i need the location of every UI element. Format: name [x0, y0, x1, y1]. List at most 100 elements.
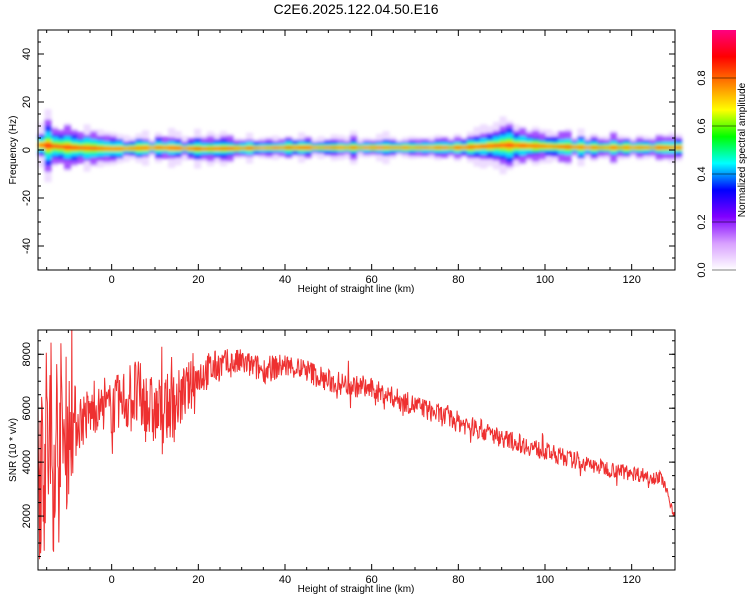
spectrogram-cell	[226, 147, 234, 150]
spectrogram-cell	[285, 146, 293, 149]
spectrogram-cell	[148, 147, 156, 149]
spectrogram-cell	[551, 145, 559, 148]
spectrogram-cell	[194, 147, 202, 151]
spectrogram-cell	[252, 147, 260, 149]
spectrogram-x-axis-label: Height of straight line (km)	[298, 284, 415, 295]
spectrogram-cell	[441, 146, 449, 149]
spectrogram-cell	[122, 147, 130, 150]
spectrogram-cell	[382, 146, 390, 149]
spectrogram-cell	[473, 145, 481, 148]
spectrogram-x-tick-label: 20	[192, 274, 204, 286]
snr-y-tick-label: 2000	[21, 504, 33, 528]
spectrogram-cell	[636, 146, 644, 149]
spectrogram-cell	[233, 147, 241, 150]
snr-frame	[37, 329, 676, 571]
spectrogram-cell	[402, 146, 410, 149]
spectrogram-cell	[330, 146, 338, 149]
spectrogram-cell	[655, 146, 663, 149]
spectrogram-cell	[168, 146, 176, 150]
snr-panel: 0 20 40 60 80 100 120 2000 4000 6000 8000 Height o…	[8, 329, 676, 595]
spectrogram-cell	[142, 146, 150, 149]
spectrogram-cell	[649, 146, 657, 149]
spectrogram-cell	[480, 144, 488, 148]
colorbar-ticks: 0.0 0.2 0.4 0.6 0.8	[696, 70, 736, 278]
snr-x-tick-label: 100	[536, 574, 554, 586]
spectrogram-y-tick-label: -40	[21, 238, 33, 254]
spectrogram-cell	[83, 146, 91, 150]
spectrogram-cell	[642, 146, 650, 149]
spectrogram-cell	[447, 146, 455, 149]
spectrogram-cell	[103, 147, 111, 150]
colorbar-tick-label: 0.6	[696, 118, 708, 133]
spectrogram-x-tick-label: 60	[366, 274, 378, 286]
spectrogram-cell	[363, 146, 371, 149]
spectrogram-cell	[610, 146, 618, 149]
spectrogram-cell	[38, 144, 46, 147]
snr-x-tick-label: 40	[279, 574, 291, 586]
spectrogram-cell	[590, 146, 598, 149]
snr-series-line	[38, 330, 675, 560]
spectrogram-cell	[597, 146, 605, 149]
spectrogram-cell	[77, 146, 85, 150]
spectrogram-cell	[96, 147, 104, 150]
spectrogram-cell	[376, 146, 384, 149]
spectrogram-cell	[525, 144, 533, 147]
spectrogram-cell	[571, 146, 579, 149]
spectrogram-cell	[675, 146, 683, 149]
colorbar-tick-label: 0.0	[696, 262, 708, 277]
colorbar-label: Normalized spectral amplitude	[737, 82, 748, 217]
snr-x-tick-label: 0	[109, 574, 115, 586]
snr-y-tick-label: 4000	[21, 450, 33, 474]
spectrogram-cell	[389, 146, 397, 149]
spectrogram-panel: 0 20 40 60 80 100 120 -40 -20 0 20 40 Height of str…	[8, 29, 683, 295]
figure-title: C2E6.2025.122.04.50.E16	[273, 1, 438, 17]
colorbar-tick-label: 0.4	[696, 166, 708, 181]
spectrogram-y-tick-label: -20	[21, 190, 33, 206]
snr-x-tick-label: 20	[192, 574, 204, 586]
snr-x-tick-label: 120	[622, 574, 640, 586]
spectrogram-cell	[70, 145, 78, 150]
spectrogram-cell	[428, 146, 436, 149]
colorbar: 0.0 0.2 0.4 0.6 0.8 Normalized spectral ampl…	[696, 30, 748, 278]
snr-x-tick-label: 60	[366, 574, 378, 586]
spectrogram-cell	[564, 145, 572, 149]
spectrogram-cell	[311, 146, 319, 149]
spectrogram-cell	[629, 146, 637, 149]
spectrogram-x-tick-label: 80	[452, 274, 464, 286]
spectrogram-cell	[421, 146, 429, 149]
spectrogram-cell	[434, 146, 442, 149]
spectrogram-cell	[161, 146, 169, 149]
spectrogram-cell	[324, 146, 332, 149]
spectrogram-x-tick-label: 100	[536, 274, 554, 286]
spectrogram-cell	[499, 143, 507, 147]
snr-ticks: 0 20 40 60 80 100 120 2000 4000 6000 8000	[21, 330, 676, 586]
spectrogram-cell	[291, 146, 299, 149]
spectrogram-cell	[369, 146, 377, 149]
spectrogram-cell	[616, 146, 624, 149]
spectrogram-cell	[395, 146, 403, 149]
snr-y-tick-label: 6000	[21, 396, 33, 420]
spectrogram-band	[38, 109, 683, 183]
spectrogram-cell	[584, 146, 592, 149]
spectrogram-y-axis-label: Frequency (Hz)	[8, 116, 19, 185]
spectrogram-cell	[460, 146, 468, 149]
spectrogram-cell	[278, 146, 286, 149]
spectrogram-cell	[213, 147, 221, 150]
spectrogram-cell	[493, 144, 501, 148]
spectrogram-cell	[408, 147, 416, 149]
spectrogram-cell	[343, 146, 351, 149]
spectrogram-cell	[317, 146, 325, 149]
spectrogram-cell	[532, 144, 540, 148]
spectrogram-cell	[512, 144, 520, 147]
spectrogram-cell	[356, 146, 364, 149]
spectrogram-cell	[220, 147, 228, 150]
spectrogram-cell	[200, 147, 208, 150]
spectrogram-cell	[506, 143, 514, 148]
spectrogram-cell	[298, 146, 306, 149]
spectrogram-cell	[304, 146, 312, 149]
spectrogram-cell	[64, 145, 72, 150]
snr-y-axis-label: SNR (10 * v/v)	[8, 418, 19, 482]
spectrogram-cell	[239, 147, 247, 150]
spectrogram-cell	[265, 147, 273, 149]
